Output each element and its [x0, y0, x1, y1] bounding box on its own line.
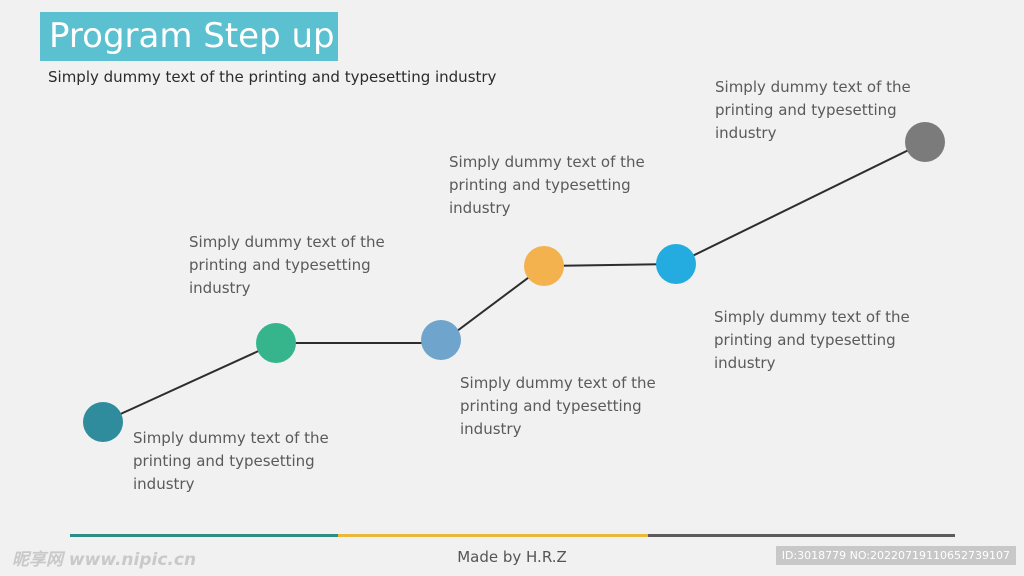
watermark-logo: 昵享网 www.nipic.cn [12, 550, 197, 570]
step-2-text: Simply dummy text of the printing and ty… [189, 233, 385, 297]
step-4-text: Simply dummy text of the printing and ty… [449, 153, 645, 217]
step-6-text: Simply dummy text of the printing and ty… [715, 78, 911, 142]
page-subtitle: Simply dummy text of the printing and ty… [48, 68, 497, 86]
step-1-text: Simply dummy text of the printing and ty… [133, 429, 329, 493]
watermark-id: ID:3018779 NO:20220719110652739107 [775, 546, 1016, 565]
step-4-dot [524, 246, 564, 286]
step-1-dot [83, 402, 123, 442]
step-5-text: Simply dummy text of the printing and ty… [714, 308, 910, 372]
footer-bar-3 [648, 534, 955, 537]
step-2-dot [256, 323, 296, 363]
footer-credit: Made by H.R.Z [457, 548, 567, 566]
footer-bar-2 [338, 534, 648, 537]
page-title: Program Step up [40, 12, 338, 61]
step-3-dot [421, 320, 461, 360]
step-5-dot [656, 244, 696, 284]
step-6-dot [905, 122, 945, 162]
footer-bar-1 [70, 534, 338, 537]
step-3-text: Simply dummy text of the printing and ty… [460, 374, 656, 438]
step-path [102, 141, 926, 423]
